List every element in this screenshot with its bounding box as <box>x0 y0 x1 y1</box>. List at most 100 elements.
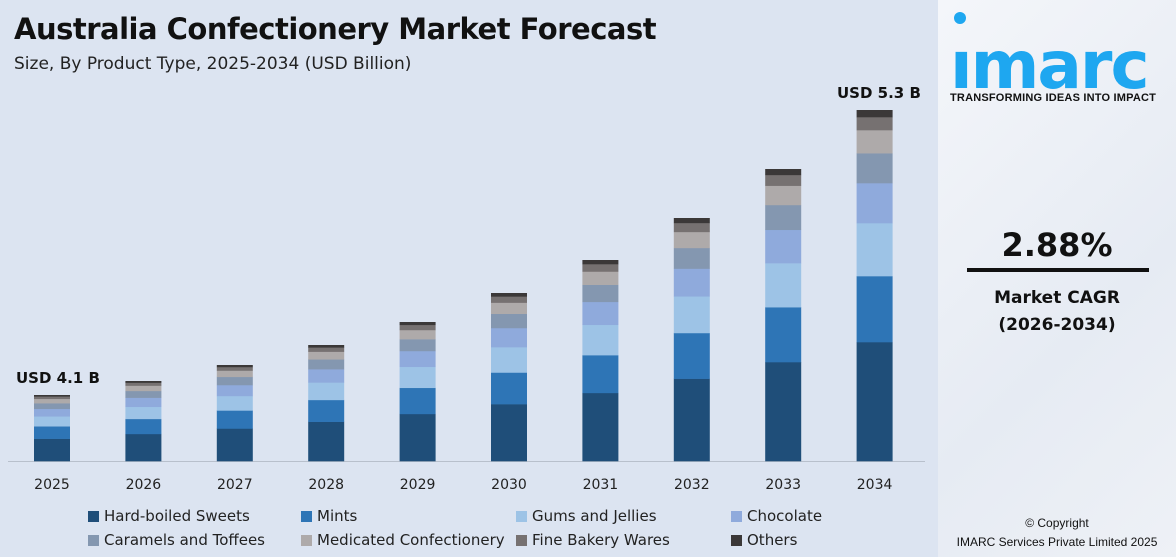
bar-segment-mints <box>399 387 436 415</box>
bar-segment-hard-boiled-sweets <box>216 428 253 462</box>
imarc-logo: ımarc <box>950 12 1150 92</box>
legend: Hard-boiled Sweets Mints Gums and Jellies C… <box>88 507 928 549</box>
bar-segment-hard-boiled-sweets <box>765 362 802 462</box>
bar-segment-medicated-confectionery <box>856 130 893 154</box>
bar-segment-caramels-and-toffees <box>399 339 436 352</box>
bar-segment-others <box>308 345 345 348</box>
bar-segment-chocolate <box>673 268 710 297</box>
legend-item: Chocolate <box>731 507 931 525</box>
bar-segment-caramels-and-toffees <box>856 153 893 184</box>
bar-segment-hard-boiled-sweets <box>491 404 527 462</box>
bar-segment-caramels-and-toffees <box>308 359 345 370</box>
x-tick-label: 2034 <box>857 477 893 493</box>
bar-segment-mints <box>673 332 710 379</box>
bar-segment-gums-and-jellies <box>34 416 70 427</box>
bar-segment-chocolate <box>125 397 162 408</box>
svg-text:ımarc: ımarc <box>950 27 1148 92</box>
sidebar: ımarc TRANSFORMING IDEAS INTO IMPACT 2.8… <box>938 0 1176 557</box>
bar-segment-others <box>765 169 802 176</box>
legend-label: Mints <box>317 507 358 525</box>
bar-segment-chocolate <box>308 369 345 383</box>
x-tick-label: 2025 <box>34 477 70 493</box>
bar-segment-caramels-and-toffees <box>765 204 802 231</box>
bar-segment-others <box>491 293 527 297</box>
bar-segment-fine-bakery-wares <box>765 174 802 186</box>
bar-segment-mints <box>765 307 802 363</box>
bar-segment-gums-and-jellies <box>308 382 345 401</box>
legend-swatch <box>516 534 527 546</box>
x-tick-label: 2031 <box>583 477 619 493</box>
bar-segment-others <box>856 110 893 118</box>
company-name: IMARC Services Private Limited 2025 <box>956 535 1158 549</box>
bar-segment-others <box>582 260 619 265</box>
chart-subtitle: Size, By Product Type, 2025-2034 (USD Bi… <box>14 54 412 74</box>
legend-swatch <box>301 510 312 522</box>
bar-segment-chocolate <box>216 384 253 397</box>
bar-segment-chocolate <box>399 350 436 368</box>
bar-segment-medicated-confectionery <box>125 385 162 392</box>
bar-segment-caramels-and-toffees <box>582 284 619 303</box>
legend-label: Chocolate <box>747 507 823 525</box>
bar-segment-chocolate <box>856 183 893 224</box>
bar-segment-medicated-confectionery <box>399 329 436 340</box>
bar-segment-fine-bakery-wares <box>399 324 436 331</box>
bar-segment-fine-bakery-wares <box>34 396 70 400</box>
bar-segment-gums-and-jellies <box>673 296 710 334</box>
bar-segment-fine-bakery-wares <box>856 117 893 131</box>
bar-segment-others <box>34 395 70 397</box>
bar-segment-fine-bakery-wares <box>125 382 162 386</box>
divider <box>967 268 1149 272</box>
bar-segment-medicated-confectionery <box>34 398 70 404</box>
cagr-label: Market CAGR (2026-2034) <box>938 285 1176 339</box>
bar-segment-medicated-confectionery <box>582 271 619 286</box>
chart-area: 2025 2026 2027 2028 2029 2030 2031 2032 2033 2034… <box>8 12 928 549</box>
first-value-label: USD 4.1 B <box>16 369 100 387</box>
legend-item: Others <box>731 531 931 549</box>
bar-segment-medicated-confectionery <box>308 351 345 360</box>
bar-segment-fine-bakery-wares <box>308 347 345 352</box>
bar-segment-medicated-confectionery <box>491 302 527 314</box>
x-tick-label: 2027 <box>217 477 253 493</box>
copyright-text: © Copyright <box>1025 516 1089 530</box>
bar-segment-chocolate <box>765 229 802 264</box>
legend-item: Mints <box>301 507 516 525</box>
bar-segment-hard-boiled-sweets <box>856 342 893 462</box>
bar-segment-chocolate <box>582 301 619 326</box>
bar-segment-hard-boiled-sweets <box>673 378 710 462</box>
bar-segment-hard-boiled-sweets <box>582 392 619 462</box>
bar-segment-others <box>399 322 436 326</box>
x-tick-label: 2029 <box>400 477 436 493</box>
legend-label: Others <box>747 531 798 549</box>
bar-segment-mints <box>856 276 893 343</box>
last-value-label: USD 5.3 B <box>837 84 921 102</box>
legend-label: Caramels and Toffees <box>104 531 266 549</box>
bar-segment-gums-and-jellies <box>856 223 893 277</box>
bar-segment-others <box>216 365 253 368</box>
x-tick-label: 2026 <box>126 477 162 493</box>
bar-segment-gums-and-jellies <box>216 395 253 411</box>
bar-segment-medicated-confectionery <box>216 370 253 378</box>
bar-segment-medicated-confectionery <box>765 185 802 206</box>
x-tick-label: 2033 <box>765 477 801 493</box>
bar-segment-gums-and-jellies <box>125 406 162 420</box>
bar-segment-mints <box>125 418 162 435</box>
x-tick-label: 2030 <box>491 477 527 493</box>
cagr-label-text: Market CAGR <box>994 288 1120 308</box>
bar-segment-gums-and-jellies <box>399 366 436 389</box>
cagr-period: (2026-2034) <box>998 315 1116 335</box>
bar-segment-caramels-and-toffees <box>125 390 162 398</box>
legend-label: Medicated Confectionery <box>317 531 505 549</box>
bar-segment-gums-and-jellies <box>491 347 527 373</box>
legend-item: Hard-boiled Sweets <box>88 507 301 525</box>
legend-item: Medicated Confectionery <box>301 531 516 549</box>
bar-segment-gums-and-jellies <box>765 263 802 308</box>
bar-segment-chocolate <box>491 327 527 348</box>
bar-segment-caramels-and-toffees <box>491 313 527 329</box>
stacked-bar-chart: 2025 2026 2027 2028 2029 2030 2031 2032 2033 2034 <box>8 110 925 493</box>
bar-segment-mints <box>216 410 253 429</box>
x-tick-label: 2028 <box>308 477 344 493</box>
legend-swatch <box>301 534 312 546</box>
bar-segment-caramels-and-toffees <box>34 403 70 410</box>
legend-swatch <box>88 534 99 546</box>
legend-item: Fine Bakery Wares <box>516 531 731 549</box>
